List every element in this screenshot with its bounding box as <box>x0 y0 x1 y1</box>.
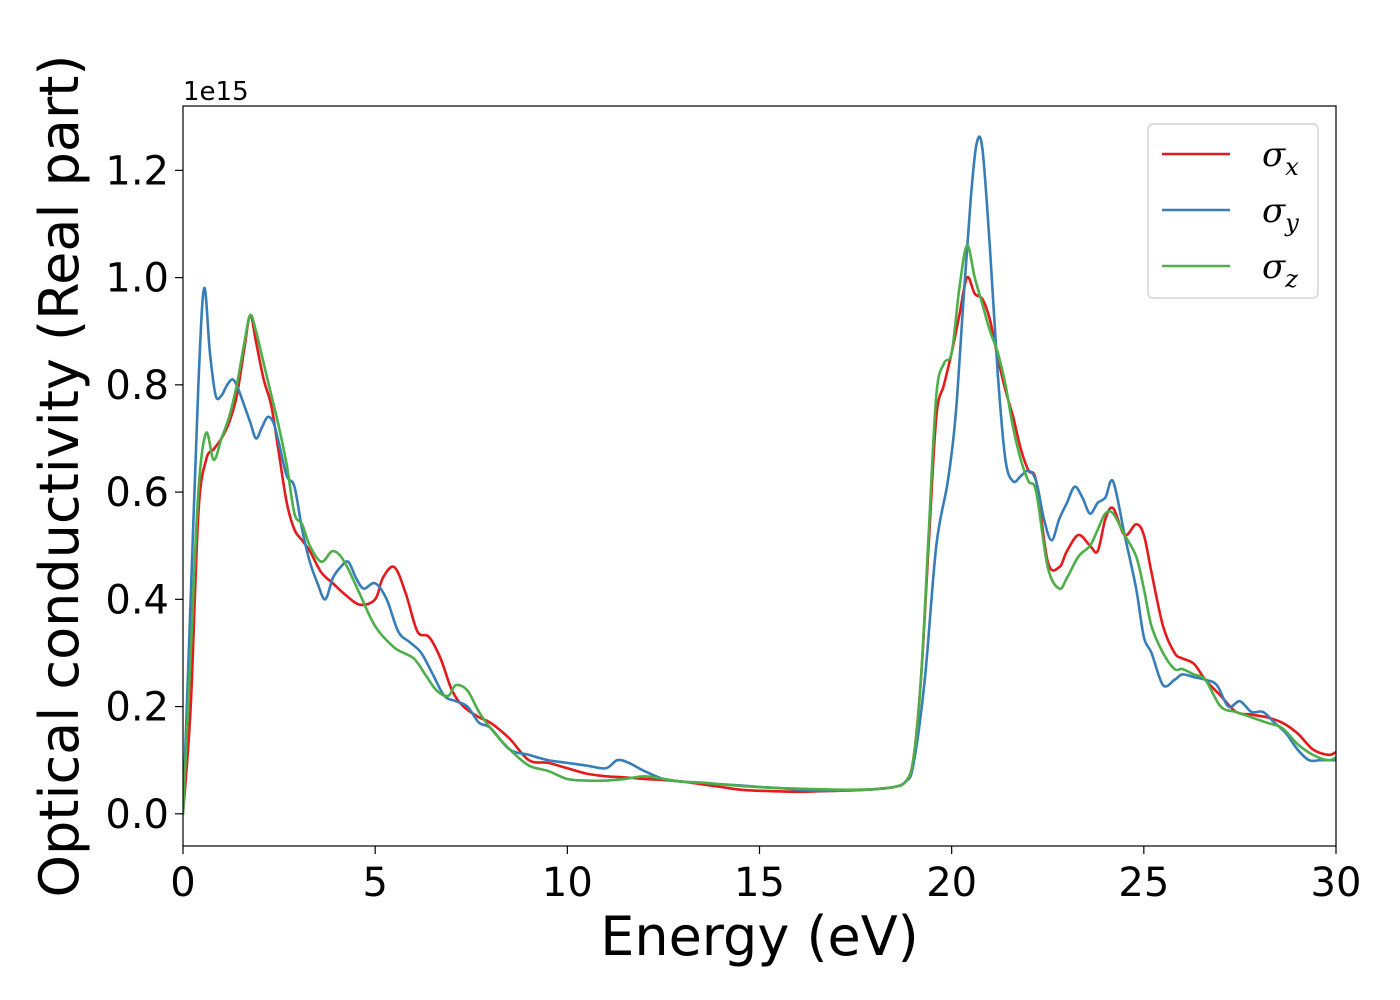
x-tick-label: 15 <box>734 860 785 906</box>
y-tick-label: 0.2 <box>105 685 169 731</box>
series-line-z <box>183 244 1336 816</box>
x-tick-label: 30 <box>1311 860 1362 906</box>
y-tick-label: 1.2 <box>105 148 169 194</box>
x-axis-label: Energy (eV) <box>600 905 919 968</box>
y-offset-label: 1e15 <box>183 77 249 107</box>
y-tick-label: 1.0 <box>105 256 169 302</box>
x-tick-label: 5 <box>362 860 387 906</box>
y-tick-label: 0.6 <box>105 470 169 516</box>
legend: σx σy σz <box>1147 123 1319 299</box>
x-tick-label: 20 <box>926 860 977 906</box>
x-tick-label: 10 <box>542 860 593 906</box>
y-tick-label: 0.8 <box>105 363 169 409</box>
legend-entry-z: σz <box>1262 247 1298 293</box>
legend-entry-y: σy <box>1262 191 1299 237</box>
legend-entry-x: σx <box>1262 135 1299 181</box>
y-tick-label: 0.0 <box>105 792 169 838</box>
y-axis-label: Optical conductivity (Real part) <box>28 55 91 898</box>
y-axis-ticks: 0.0 0.2 0.4 0.6 0.8 1.0 1.2 <box>105 148 183 838</box>
x-tick-label: 0 <box>170 860 195 906</box>
y-tick-label: 0.4 <box>105 577 169 623</box>
legend-box <box>1147 123 1319 299</box>
x-axis-ticks: 0 5 10 15 20 25 30 <box>170 846 1361 906</box>
series-layer <box>183 135 1336 816</box>
x-tick-label: 25 <box>1118 860 1169 906</box>
